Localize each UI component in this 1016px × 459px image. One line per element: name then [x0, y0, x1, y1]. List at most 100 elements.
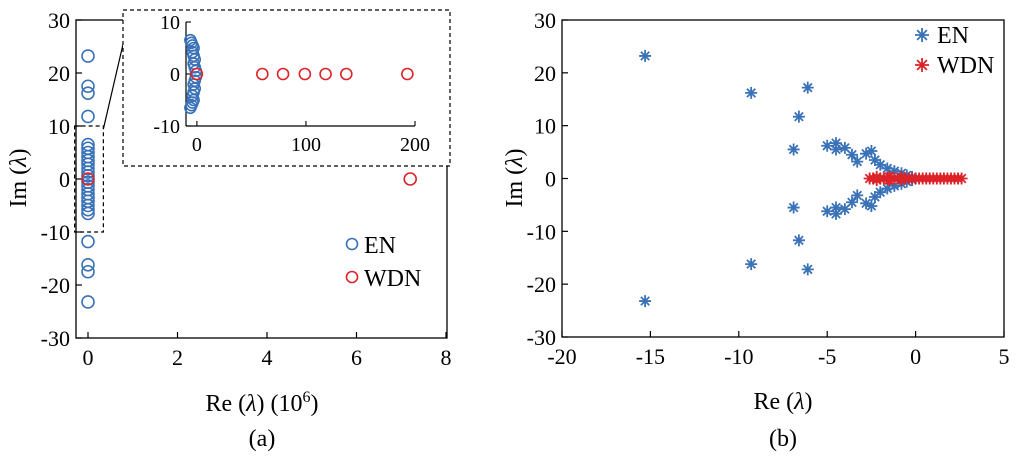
panel-a-inset-point-wdn — [276, 67, 290, 81]
panel-b-point-en-shape — [860, 197, 873, 210]
panel-b-y-axis-label: Im (λ) — [502, 148, 528, 207]
panel-b-point-en-shape — [851, 189, 864, 202]
panel-a-x-axis-label-symbol: λ — [245, 391, 256, 417]
panel-b-point-en-shape — [851, 155, 864, 168]
panel-b-point-en — [845, 148, 858, 161]
panel-b-point-en — [838, 203, 851, 216]
panel-b-point-en — [838, 141, 851, 154]
panel-b-x-axis-label-symbol: λ — [793, 389, 804, 415]
panel-b-point-en — [745, 258, 758, 271]
panel-a-inset-y-tick-label: 10 — [160, 12, 180, 34]
panel-a-legend-marker-wdn — [345, 270, 359, 284]
panel-b-caption: (b) — [769, 426, 797, 452]
panel-b-point-en — [874, 158, 887, 171]
panel-a-legend-marker-en — [345, 237, 359, 251]
panel-a-inset-x-tick-label: 0 — [192, 134, 202, 156]
panel-b-point-en — [900, 169, 913, 182]
panel-a-inset: 0 100 200 -10 0 10 — [122, 9, 451, 167]
panel-a-x-axis-label-part: Re ( — [205, 391, 246, 417]
panel-a-x-axis-label-part: ) — [311, 391, 319, 417]
panel-a-inset-x-tick-label: 100 — [291, 134, 321, 156]
panel-b-point-en — [745, 86, 758, 99]
panel-b-point-wdn — [870, 174, 883, 187]
panel-a-point-en — [81, 86, 95, 100]
panel-a-x-tick-label: 0 — [83, 345, 94, 370]
panel-a-zoom-box — [74, 125, 104, 233]
panel-a-point-en — [81, 295, 95, 309]
panel-b-point-en-shape — [900, 175, 913, 188]
panel-b-point-en — [865, 199, 878, 212]
panel-b-point-en — [801, 81, 814, 94]
panel-b-y-axis-label-part: ) — [502, 148, 528, 156]
panel-b-point-en — [900, 175, 913, 188]
panel-b-point-en-shape — [801, 263, 814, 276]
panel-b-point-en-shape — [830, 137, 843, 150]
panel-b-legend-label-en: EN — [937, 23, 969, 49]
panel-b-point-en-shape — [845, 148, 858, 161]
panel-b-point-wdn-shape — [955, 172, 968, 185]
panel-b-y-tick-label: 10 — [534, 114, 556, 139]
panel-b-point-en-shape — [888, 179, 901, 192]
panel-b-point-en-shape — [639, 295, 652, 308]
panel-a-inset-point-wdn — [401, 67, 414, 81]
panel-a-point-en — [81, 165, 95, 179]
panel-b-point-en-shape — [865, 199, 878, 212]
panel-a-x-tick-label: 4 — [262, 345, 273, 370]
panel-b-point-wdn-shape — [895, 174, 908, 187]
panel-b-point-en — [868, 154, 881, 167]
panel-a-legend-label-wdn: WDN — [364, 266, 421, 292]
panel-b-legend-marker-wdn — [915, 58, 929, 72]
panel-b-y-tick-label: -10 — [527, 219, 556, 244]
panel-a-y-tick-label: -20 — [41, 273, 70, 298]
panel-b-point-en — [830, 201, 843, 214]
panel-a-y-tick-label: -30 — [41, 326, 70, 351]
panel-b-point-en — [821, 205, 834, 218]
panel-b-legend: EN WDN — [915, 23, 994, 79]
panel-b-x-tick-label: 0 — [910, 344, 921, 369]
panel-b-point-en — [792, 234, 805, 247]
panel-b-y-tick-label: -30 — [527, 325, 556, 350]
panel-b-y-tick-label: 20 — [534, 61, 556, 86]
panel-b-point-en — [860, 147, 873, 160]
panel-b-point-en — [888, 165, 901, 178]
panel-b-point-en-shape — [845, 196, 858, 209]
panel-b-point-en — [830, 137, 843, 150]
panel-a-zoom-connector — [102, 39, 125, 130]
panel-b-point-en-shape — [745, 258, 758, 271]
panel-a-inset-point-wdn — [339, 67, 353, 81]
panel-a-x-tick-label: 2 — [172, 345, 183, 370]
panel-a-legend-label-en: EN — [364, 233, 396, 259]
panel-a-x-axis-label-superscript: 6 — [303, 389, 311, 406]
panel-b-point-en-shape — [639, 49, 652, 62]
panel-a-point-en — [81, 109, 95, 124]
panel-b-point-en — [851, 155, 864, 168]
panel-b-point-wdn-shape — [870, 174, 883, 187]
panel-b-point-en-shape — [868, 154, 881, 167]
panel-b-point-en-shape — [838, 203, 851, 216]
panel-b-point-en — [821, 139, 834, 152]
panel-b-point-en-shape — [838, 141, 851, 154]
panel-a-x-tick-label: 6 — [351, 345, 362, 370]
panel-b-point-en-shape — [888, 165, 901, 178]
panel-b-point-en — [881, 162, 894, 175]
panel-b-y-axis-label-symbol: λ — [502, 156, 528, 167]
panel-a-x-axis-label-part: ) (10 — [257, 391, 303, 417]
panel-a-y-axis-label-part: Im ( — [6, 167, 32, 208]
panel-b-point-en — [830, 143, 843, 156]
panel-a-point-en — [81, 202, 95, 217]
panel-b-point-en — [801, 263, 814, 276]
panel-b-point-en — [888, 179, 901, 192]
panel-b-point-wdn-shape — [883, 174, 896, 187]
panel-b-legend-label-wdn: WDN — [937, 53, 994, 79]
panel-b-x-axis-label-part: Re ( — [753, 389, 794, 415]
panel-b-point-en-shape — [860, 147, 873, 160]
panel-b-point-en-shape — [868, 190, 881, 203]
panel-b-y-tick-label: 0 — [545, 167, 556, 192]
panel-b-point-en-shape — [801, 81, 814, 94]
panel-b-x-axis-label: Re (λ) — [753, 389, 812, 415]
panel-b-x-tick-label: -20 — [547, 344, 576, 369]
panel-b-point-en — [865, 145, 878, 158]
panel-a-point-en — [81, 49, 95, 63]
